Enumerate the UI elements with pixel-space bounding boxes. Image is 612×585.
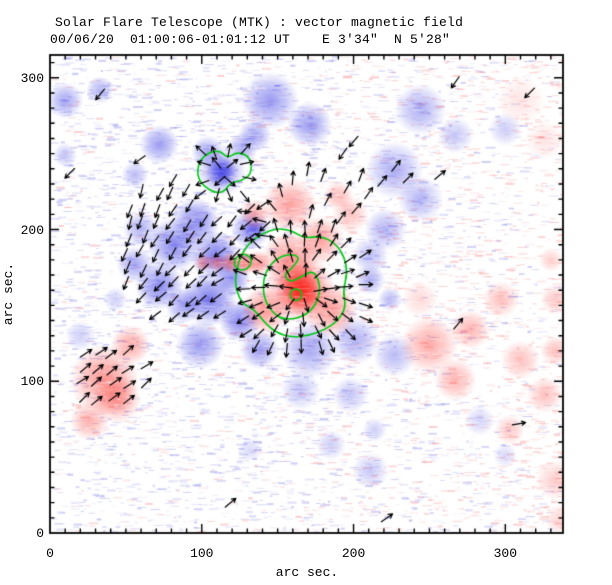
- x-axis-label: arc sec.: [275, 565, 339, 580]
- page-title: Solar Flare Telescope (MTK) : vector mag…: [55, 15, 464, 30]
- x-tick-label: 200: [341, 546, 366, 561]
- observation-subtitle: 00/06/20 01:00:06-01:01:12 UT E 3'34" N …: [50, 32, 451, 47]
- y-tick-label: 100: [20, 374, 44, 390]
- x-tick-label: 0: [46, 546, 54, 561]
- y-tick-label: 200: [20, 222, 44, 238]
- y-axis-label: arc sec.: [1, 262, 16, 326]
- x-tick-label: 300: [493, 546, 518, 561]
- y-tick-label: 300: [20, 70, 44, 86]
- x-tick-label: 100: [190, 546, 214, 561]
- y-tick-label: 0: [36, 526, 44, 541]
